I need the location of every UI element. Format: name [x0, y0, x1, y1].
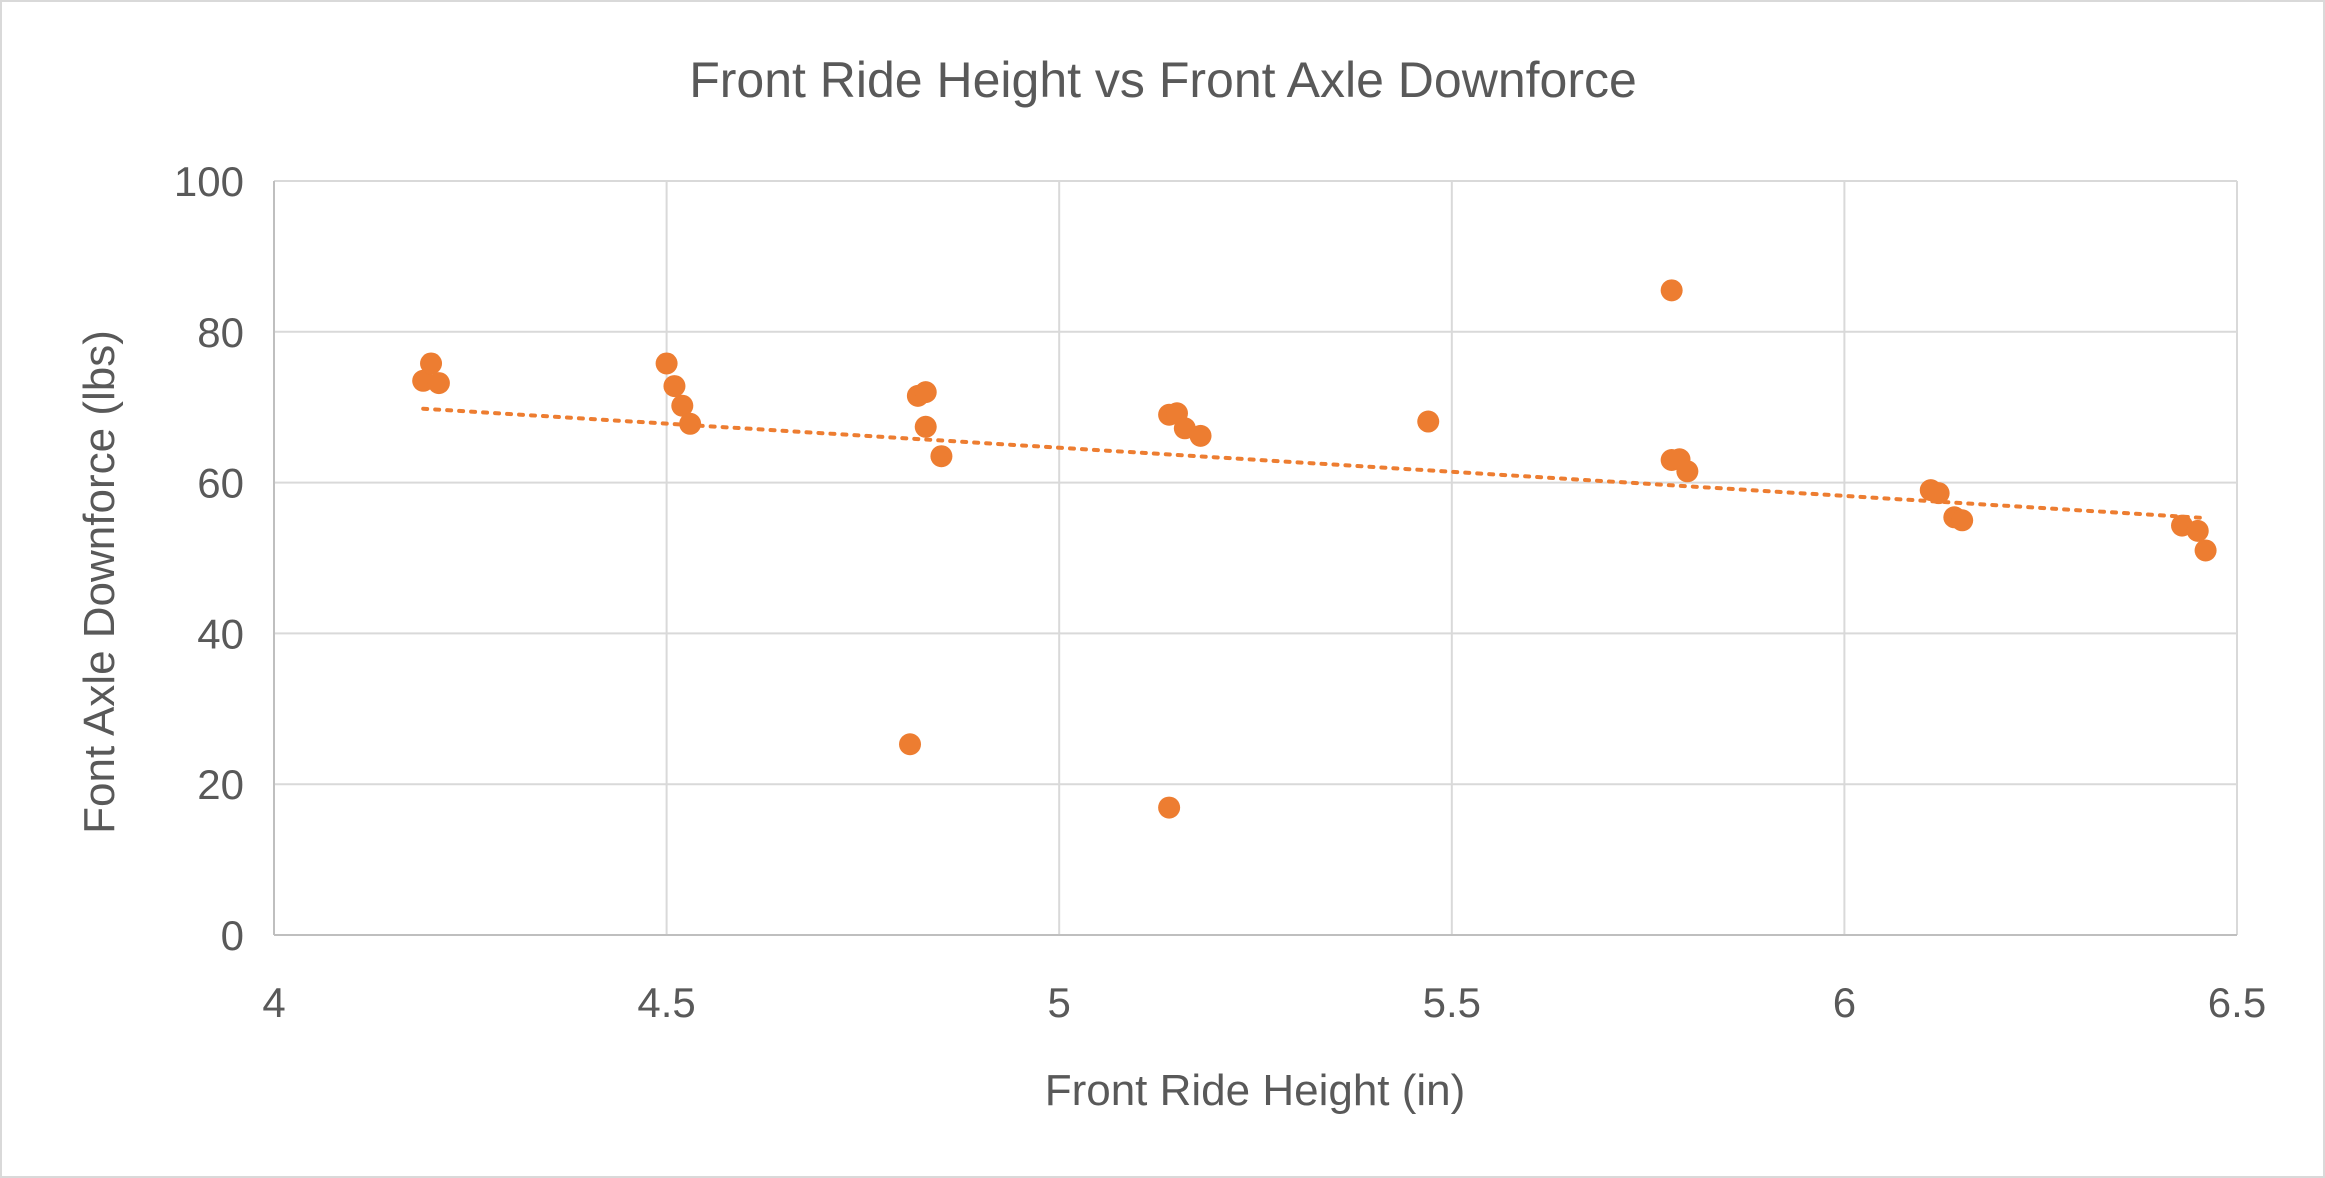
tick-labels: 0 20 40 60 80 100 4 4.5 5 5.5 6 6.5 — [174, 158, 2266, 1026]
data-point — [671, 394, 694, 417]
data-point — [663, 375, 686, 398]
gridlines — [273, 180, 2238, 935]
data-point — [2194, 539, 2217, 562]
data-point — [1189, 424, 1212, 447]
trendline-line — [421, 406, 2208, 521]
data-point — [1158, 796, 1181, 819]
data-point — [427, 372, 450, 395]
y-axis-title: Font Axle Downforce (lbs) — [75, 330, 124, 834]
x-axis-title: Front Ride Height (in) — [1045, 1066, 1466, 1115]
trendline — [421, 406, 2208, 521]
data-point — [899, 733, 922, 756]
data-point — [1951, 509, 1974, 532]
x-tick-label: 5 — [1048, 979, 1071, 1026]
data-points — [412, 279, 2217, 819]
y-tick-label: 100 — [174, 158, 244, 205]
y-tick-label: 40 — [197, 610, 244, 657]
chart-title: Front Ride Height vs Front Axle Downforc… — [689, 52, 1637, 108]
data-point — [2186, 519, 2209, 542]
data-point — [420, 352, 443, 375]
plot-axes — [273, 181, 2237, 936]
x-tick-label: 4.5 — [637, 979, 695, 1026]
y-tick-label: 80 — [197, 309, 244, 356]
data-point — [1927, 482, 1950, 505]
data-point — [914, 415, 937, 438]
data-point — [1417, 410, 1440, 433]
y-tick-label: 0 — [221, 912, 244, 959]
data-point — [1660, 279, 1683, 302]
data-point — [679, 412, 702, 435]
data-point — [1676, 460, 1699, 483]
data-point — [930, 445, 953, 468]
data-point — [655, 352, 678, 375]
data-point — [914, 381, 937, 404]
y-tick-label: 20 — [197, 761, 244, 808]
y-tick-label: 60 — [197, 460, 244, 507]
x-tick-label: 5.5 — [1423, 979, 1481, 1026]
x-tick-label: 6 — [1833, 979, 1856, 1026]
x-tick-label: 6.5 — [2208, 979, 2266, 1026]
x-tick-label: 4 — [262, 979, 285, 1026]
